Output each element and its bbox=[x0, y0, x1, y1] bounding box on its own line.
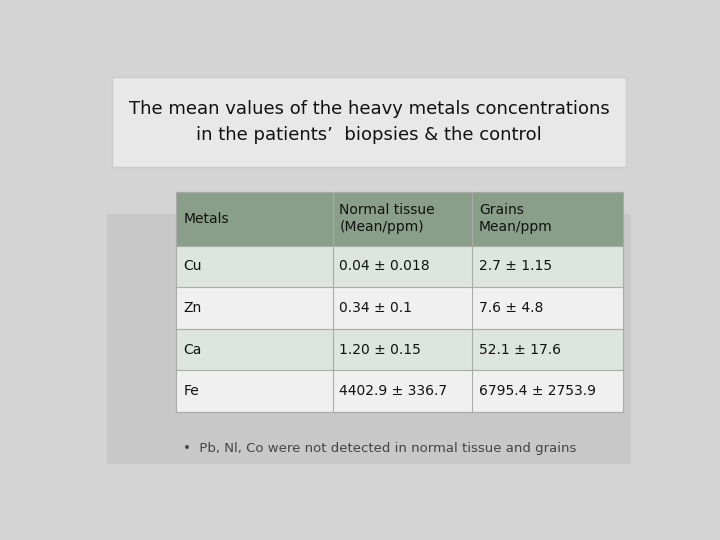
Text: 4402.9 ± 336.7: 4402.9 ± 336.7 bbox=[339, 384, 448, 398]
Text: Ca: Ca bbox=[183, 342, 202, 356]
Text: 0.34 ± 0.1: 0.34 ± 0.1 bbox=[339, 301, 413, 315]
Text: Fe: Fe bbox=[183, 384, 199, 398]
Text: Grains
Mean/ppm: Grains Mean/ppm bbox=[479, 203, 553, 234]
FancyBboxPatch shape bbox=[176, 370, 623, 412]
Text: Cu: Cu bbox=[183, 259, 202, 273]
FancyBboxPatch shape bbox=[176, 329, 623, 370]
Text: Zn: Zn bbox=[183, 301, 202, 315]
FancyBboxPatch shape bbox=[107, 214, 631, 464]
FancyBboxPatch shape bbox=[176, 246, 623, 287]
Text: 52.1 ± 17.6: 52.1 ± 17.6 bbox=[479, 342, 561, 356]
Text: Metals: Metals bbox=[183, 212, 229, 226]
Text: •  Pb, Nl, Co were not detected in normal tissue and grains: • Pb, Nl, Co were not detected in normal… bbox=[183, 442, 577, 455]
FancyBboxPatch shape bbox=[176, 192, 623, 246]
Text: Normal tissue
(Mean/ppm): Normal tissue (Mean/ppm) bbox=[339, 203, 435, 234]
Text: 0.04 ± 0.018: 0.04 ± 0.018 bbox=[339, 259, 430, 273]
Text: The mean values of the heavy metals concentrations
in the patients’  biopsies & : The mean values of the heavy metals conc… bbox=[129, 100, 609, 144]
Text: 7.6 ± 4.8: 7.6 ± 4.8 bbox=[479, 301, 544, 315]
Text: 1.20 ± 0.15: 1.20 ± 0.15 bbox=[339, 342, 421, 356]
FancyBboxPatch shape bbox=[176, 287, 623, 329]
FancyBboxPatch shape bbox=[112, 77, 626, 167]
Text: 6795.4 ± 2753.9: 6795.4 ± 2753.9 bbox=[479, 384, 596, 398]
Text: 2.7 ± 1.15: 2.7 ± 1.15 bbox=[479, 259, 552, 273]
